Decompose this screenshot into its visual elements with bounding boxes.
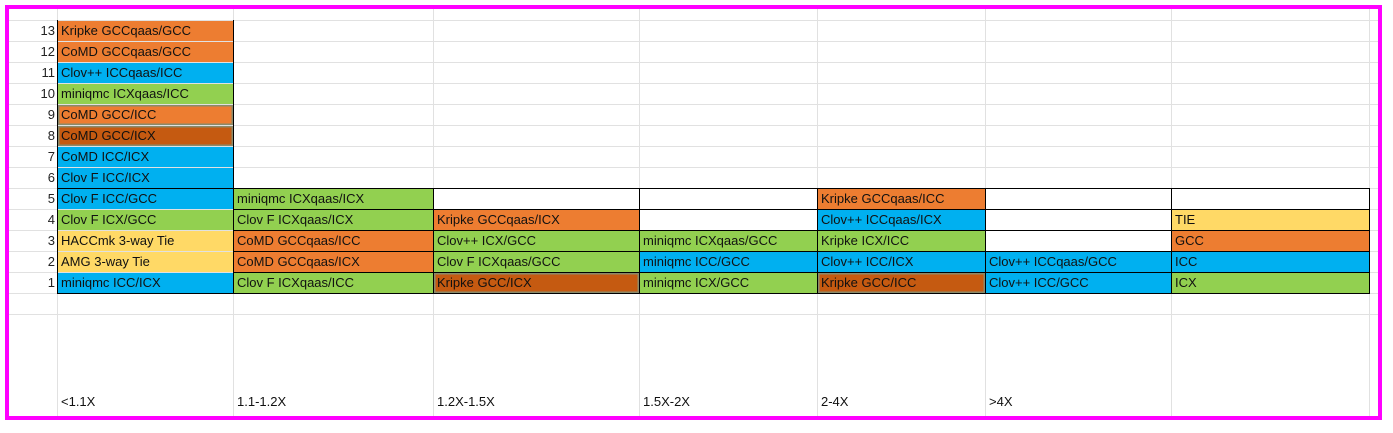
- row-number: 1: [47, 275, 55, 290]
- row-number: 12: [40, 44, 55, 59]
- gridline-h: [9, 20, 1378, 21]
- chart-cell[interactable]: Kripke GCCqaas/ICC: [818, 189, 985, 209]
- chart-cell[interactable]: CoMD GCCqaas/GCC: [58, 42, 233, 62]
- chart-cell[interactable]: GCC: [1172, 231, 1369, 251]
- row-number: 13: [40, 23, 55, 38]
- row-number: 3: [47, 233, 55, 248]
- chart-cell[interactable]: CoMD GCCqaas/ICX: [234, 252, 433, 272]
- chart-cell[interactable]: miniqmc ICC/GCC: [640, 252, 817, 272]
- chart-cell[interactable]: miniqmc ICXqaas/ICC: [58, 84, 233, 104]
- gridline-h: [9, 146, 1378, 147]
- cell-border: [1171, 188, 1172, 294]
- bin-label: 1.5X-2X: [643, 394, 690, 409]
- chart-cell[interactable]: CoMD ICC/ICX: [58, 147, 233, 167]
- cell-border: [233, 272, 1370, 273]
- cell-border: [233, 209, 1370, 210]
- gridline-h: [9, 125, 1378, 126]
- cell-border: [1369, 188, 1370, 294]
- row-number: 7: [47, 149, 55, 164]
- bin-label: 1.1-1.2X: [237, 394, 287, 409]
- chart-cell[interactable]: Clov F ICXqaas/ICC: [234, 273, 433, 293]
- chart-cell[interactable]: AMG 3-way Tie: [58, 252, 233, 272]
- chart-cell[interactable]: TIE: [1172, 210, 1369, 230]
- gridline-h: [9, 104, 1378, 105]
- chart-cell[interactable]: Clov++ ICCqaas/ICX: [818, 210, 985, 230]
- cell-border: [985, 188, 986, 294]
- chart-cell[interactable]: Clov F ICC/GCC: [58, 189, 233, 209]
- chart-cell[interactable]: Clov F ICC/ICX: [58, 168, 233, 188]
- cell-border: [233, 251, 1370, 252]
- chart-cell[interactable]: [434, 189, 639, 209]
- bin-label: [1171, 391, 1175, 412]
- chart-cell[interactable]: miniqmc ICC/ICX: [58, 273, 233, 293]
- chart-cell[interactable]: [986, 210, 1171, 230]
- chart-cell[interactable]: [1172, 189, 1369, 209]
- chart-cell[interactable]: Kripke GCCqaas/GCC: [58, 21, 233, 41]
- chart-cell[interactable]: [640, 210, 817, 230]
- bin-label: >4X: [989, 394, 1013, 409]
- chart-cell[interactable]: [986, 189, 1171, 209]
- chart-cell[interactable]: [986, 231, 1171, 251]
- row-number: 6: [47, 170, 55, 185]
- bin-label: 2-4X: [821, 394, 849, 409]
- cell-border: [233, 20, 234, 189]
- chart-cell[interactable]: HACCmk 3-way Tie: [58, 231, 233, 251]
- chart-cell[interactable]: Kripke GCC/ICX: [434, 273, 639, 293]
- spreadsheet-frame: 13 12 11 10 9 8 7 6 5 4 3 2 1 Kripke GCCqaas/GCC CoMD …: [5, 5, 1382, 420]
- gridline-h: [9, 314, 1378, 315]
- chart-cell[interactable]: ICC: [1172, 252, 1369, 272]
- row-number: 5: [47, 191, 55, 206]
- row-number: 10: [40, 86, 55, 101]
- chart-cell[interactable]: miniqmc ICX/GCC: [640, 273, 817, 293]
- chart-cell[interactable]: Kripke GCCqaas/ICX: [434, 210, 639, 230]
- chart-cell[interactable]: Clov F ICX/GCC: [58, 210, 233, 230]
- chart-cell[interactable]: CoMD GCC/ICX: [58, 126, 233, 146]
- bin-label: <1.1X: [61, 394, 96, 409]
- cell-border: [817, 188, 818, 294]
- chart-cell[interactable]: CoMD GCC/ICC: [58, 105, 233, 125]
- chart-cell[interactable]: miniqmc ICXqaas/GCC: [640, 231, 817, 251]
- cell-border: [57, 188, 1370, 189]
- row-number: 9: [47, 107, 55, 122]
- gridline-h: [9, 167, 1378, 168]
- cell-border: [233, 188, 234, 294]
- gridline-h: [9, 62, 1378, 63]
- row-number: 11: [41, 65, 56, 80]
- cell-border: [233, 230, 1370, 231]
- chart-cell[interactable]: [640, 189, 817, 209]
- cell-border: [57, 20, 58, 294]
- row-number: 4: [47, 212, 55, 227]
- chart-cell[interactable]: miniqmc ICXqaas/ICX: [234, 189, 433, 209]
- chart-cell[interactable]: Kripke GCC/ICC: [818, 273, 985, 293]
- gridline-h: [9, 41, 1378, 42]
- chart-cell[interactable]: Clov F ICXqaas/GCC: [434, 252, 639, 272]
- gridline-h: [9, 83, 1378, 84]
- chart-cell[interactable]: Kripke ICX/ICC: [818, 231, 985, 251]
- row-number: 8: [47, 128, 55, 143]
- chart-cell[interactable]: Clov++ ICCqaas/ICC: [58, 63, 233, 83]
- chart-cell[interactable]: Clov++ ICX/GCC: [434, 231, 639, 251]
- chart-cell[interactable]: CoMD GCCqaas/ICC: [234, 231, 433, 251]
- chart-cell[interactable]: ICX: [1172, 273, 1369, 293]
- cell-border: [57, 293, 1370, 294]
- chart-cell[interactable]: Clov++ ICC/ICX: [818, 252, 985, 272]
- cell-border: [639, 188, 640, 294]
- row-number: 2: [47, 254, 55, 269]
- chart-cell[interactable]: Clov F ICXqaas/ICX: [234, 210, 433, 230]
- spreadsheet-grid[interactable]: 13 12 11 10 9 8 7 6 5 4 3 2 1 Kripke GCCqaas/GCC CoMD …: [9, 9, 1378, 416]
- chart-cell[interactable]: Clov++ ICCqaas/GCC: [986, 252, 1171, 272]
- chart-cell[interactable]: Clov++ ICC/GCC: [986, 273, 1171, 293]
- cell-border: [433, 188, 434, 294]
- bin-label: 1.2X-1.5X: [437, 394, 495, 409]
